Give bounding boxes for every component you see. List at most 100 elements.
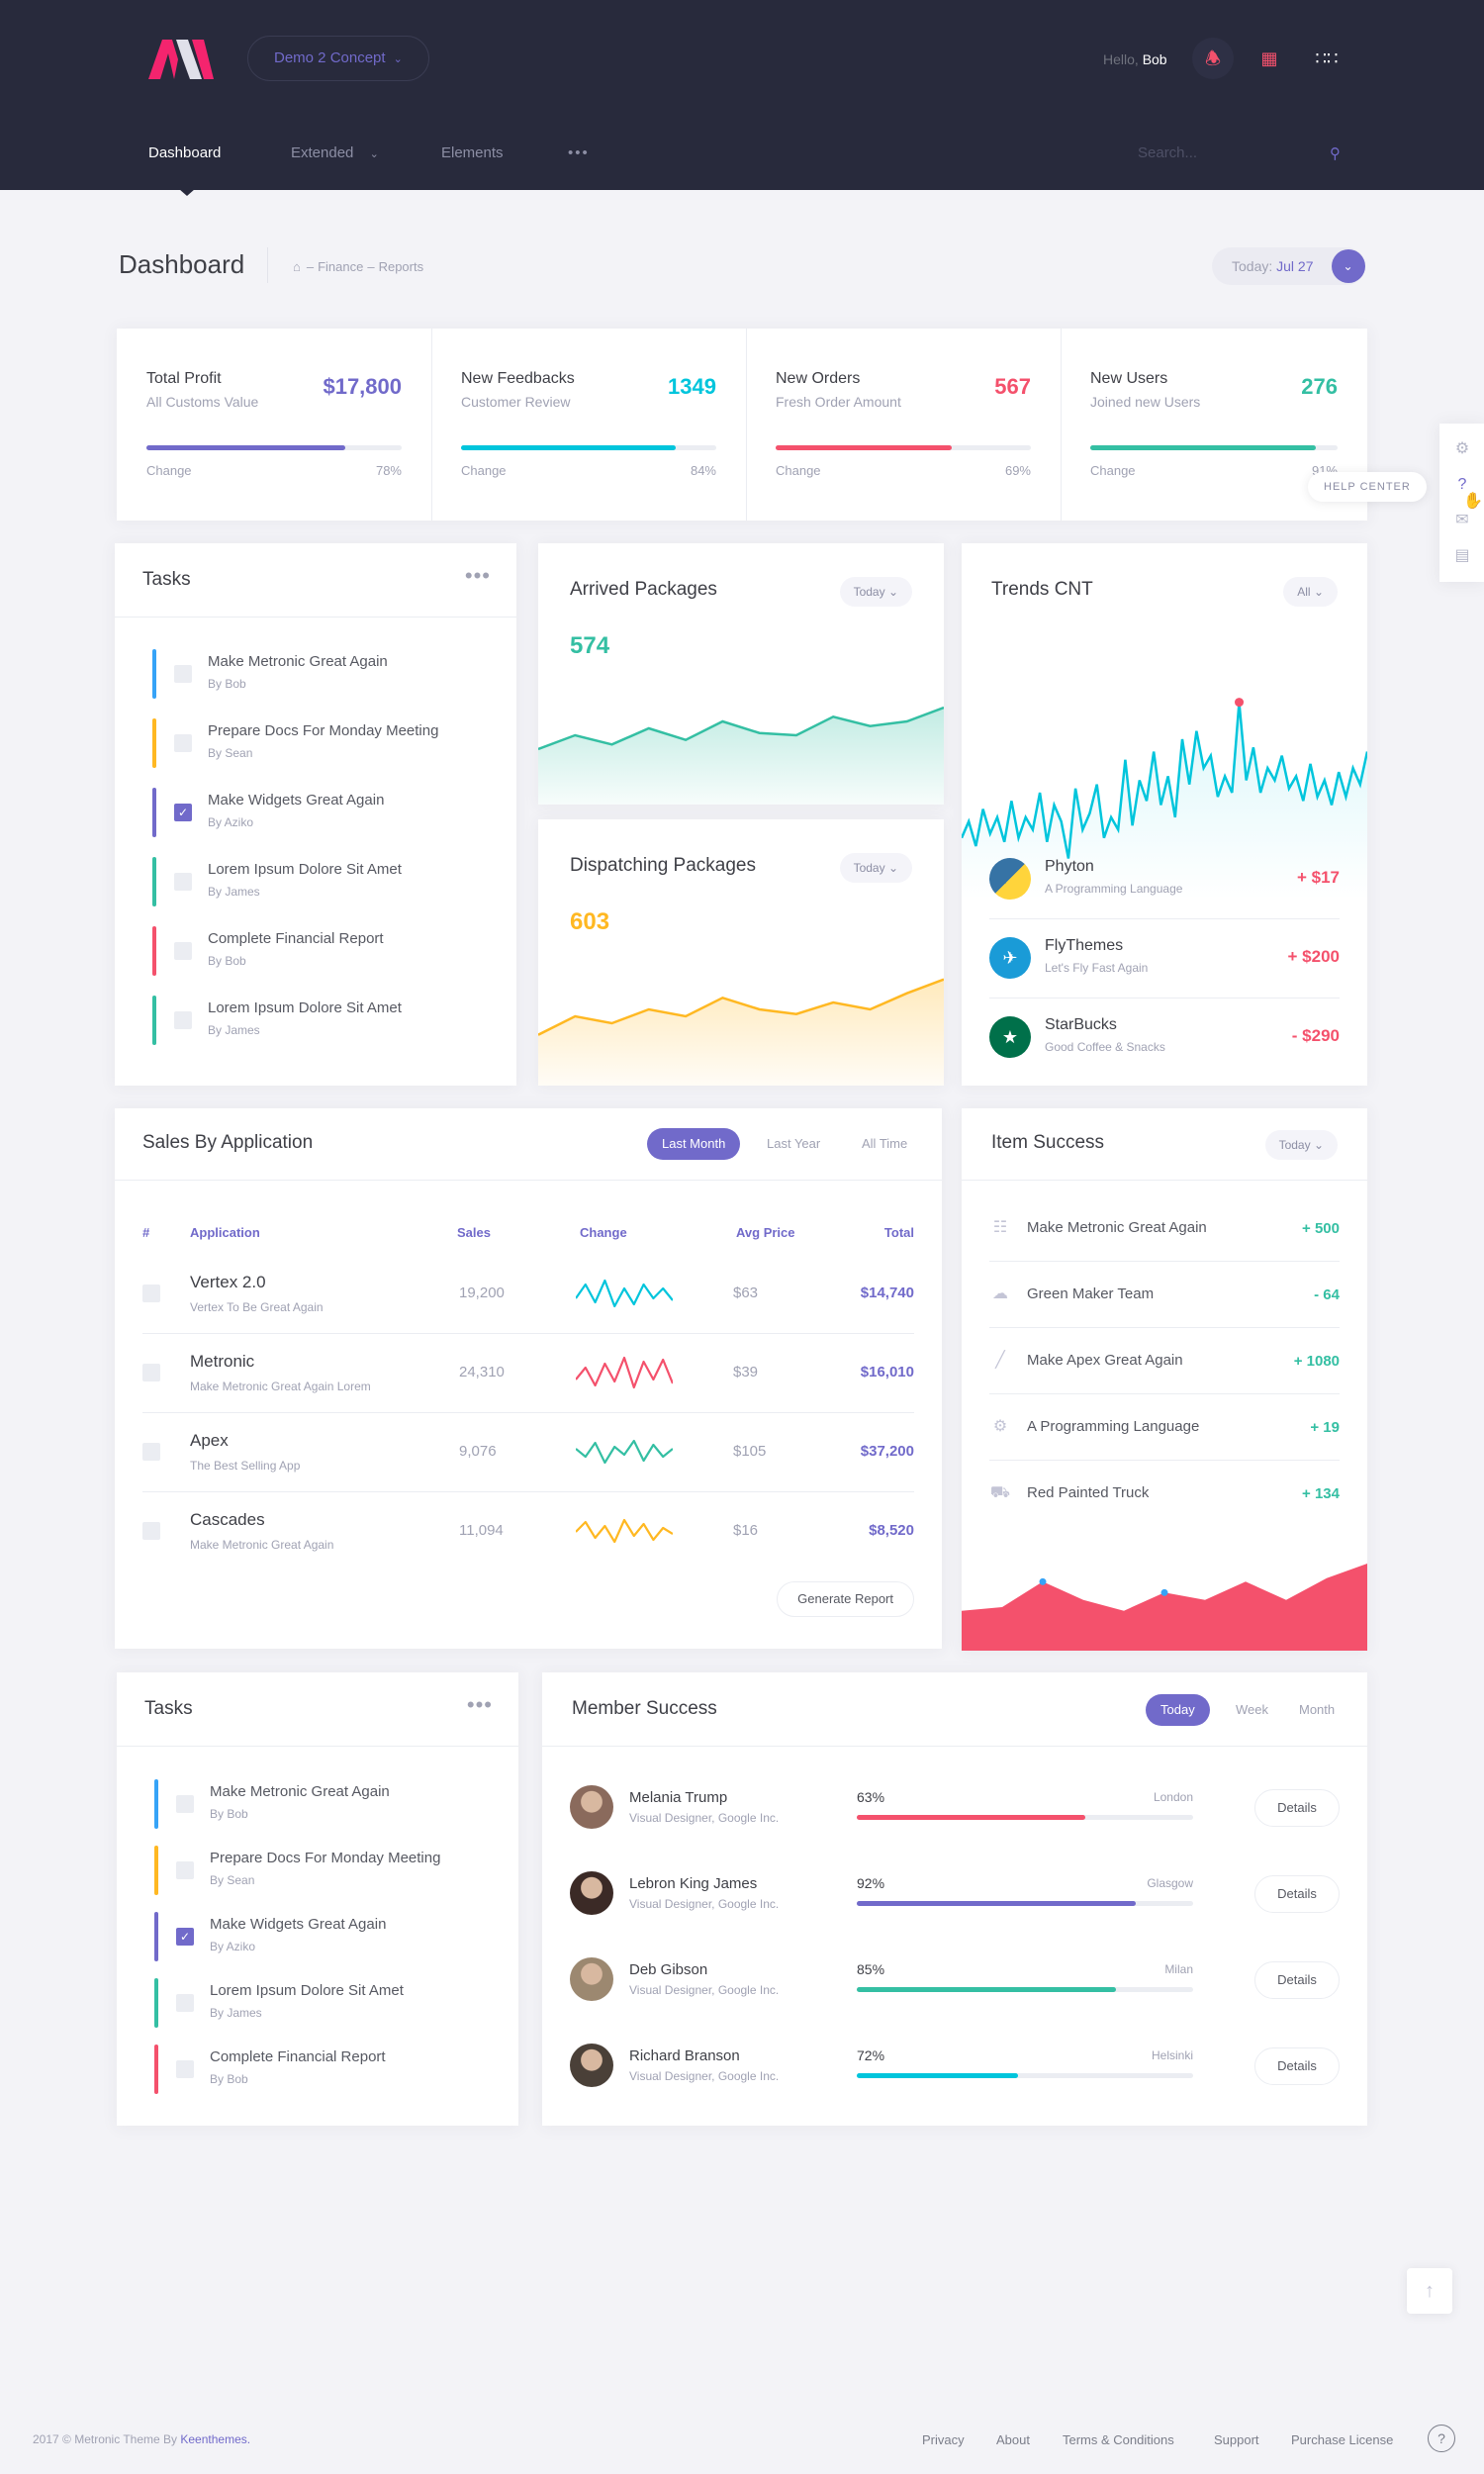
col-change[interactable]: Change xyxy=(580,1225,627,1240)
tab-week[interactable]: Week xyxy=(1236,1702,1268,1717)
list-item[interactable]: ⚙ A Programming Language + 19 xyxy=(989,1394,1340,1461)
task-checkbox[interactable]: ✓ xyxy=(174,804,192,821)
footer-link-privacy[interactable]: Privacy xyxy=(922,2432,965,2447)
task-checkbox[interactable] xyxy=(174,665,192,683)
brand-link[interactable]: Keenthemes. xyxy=(180,2432,251,2446)
metronic-logo[interactable] xyxy=(148,40,214,79)
breadcrumb-reports[interactable]: Reports xyxy=(378,259,424,274)
row-checkbox[interactable] xyxy=(142,1364,160,1381)
trend-item[interactable]: Phyton A Programming Language + $17 xyxy=(989,840,1340,919)
tab-month[interactable]: Month xyxy=(1299,1702,1336,1717)
task-item[interactable]: Prepare Docs For Monday Meeting By Sean xyxy=(154,1846,481,1895)
table-row[interactable]: Cascades Make Metronic Great Again 11,094 $… xyxy=(142,1492,914,1571)
task-item[interactable]: ✓ Make Widgets Great Again By Aziko xyxy=(152,788,479,837)
generate-report-button[interactable]: Generate Report xyxy=(777,1581,914,1617)
apps-grid-icon[interactable]: ∷∷ xyxy=(1315,48,1339,68)
task-checkbox[interactable] xyxy=(176,2060,194,2078)
chevron-down-icon: ⌄ xyxy=(887,585,898,599)
task-checkbox[interactable] xyxy=(176,1861,194,1879)
breadcrumb-finance[interactable]: Finance xyxy=(318,259,364,274)
footer-link-terms[interactable]: Terms & Conditions xyxy=(1063,2432,1174,2447)
member-city: London xyxy=(1153,1790,1193,1804)
task-checkbox[interactable] xyxy=(174,942,192,960)
help-icon[interactable]: ? xyxy=(1428,2425,1455,2452)
nav-extended[interactable]: Extended ⌄ xyxy=(291,144,379,161)
filter-dropdown[interactable]: Today ⌄ xyxy=(839,577,912,607)
list-item[interactable]: ⛟ Red Painted Truck + 134 xyxy=(989,1461,1340,1527)
more-options-icon[interactable]: ••• xyxy=(466,1692,493,1717)
details-button[interactable]: Details xyxy=(1254,1961,1340,1999)
details-button[interactable]: Details xyxy=(1254,2047,1340,2085)
task-checkbox[interactable] xyxy=(176,1795,194,1813)
search-placeholder: Search... xyxy=(1138,144,1198,161)
chevron-down-icon[interactable]: ⌄ xyxy=(1331,249,1365,283)
filter-dropdown[interactable]: All ⌄ xyxy=(1283,577,1338,607)
calendar-icon[interactable]: ▦ xyxy=(1260,48,1278,68)
col-total[interactable]: Total xyxy=(883,1225,914,1240)
bell-icon[interactable]: 🕭 xyxy=(1192,38,1234,79)
nav-elements[interactable]: Elements xyxy=(441,144,504,161)
stat-title: New Orders xyxy=(776,370,861,387)
tab-last-month[interactable]: Last Month xyxy=(647,1128,741,1160)
filter-dropdown[interactable]: Today ⌄ xyxy=(1264,1130,1338,1160)
task-item[interactable]: ✓ Make Widgets Great Again By Aziko xyxy=(154,1912,481,1961)
user-greeting[interactable]: Hello, Bob xyxy=(1103,51,1167,67)
col-sales[interactable]: Sales xyxy=(457,1225,491,1240)
filter-label: Today xyxy=(853,585,885,599)
task-item[interactable]: Make Metronic Great Again By Bob xyxy=(154,1779,481,1829)
list-item[interactable]: ☷ Make Metronic Great Again + 500 xyxy=(989,1195,1340,1262)
app-name: Metronic xyxy=(190,1352,255,1371)
details-button[interactable]: Details xyxy=(1254,1789,1340,1827)
nav-dashboard[interactable]: Dashboard xyxy=(148,144,222,161)
avatar[interactable] xyxy=(570,1871,613,1915)
footer-link-support[interactable]: Support xyxy=(1214,2432,1259,2447)
search-icon[interactable]: ⚲ xyxy=(1330,145,1341,162)
col-application[interactable]: Application xyxy=(190,1225,260,1240)
table-row[interactable]: Apex The Best Selling App 9,076 $105 $37,200 xyxy=(142,1413,914,1492)
gear-icon[interactable]: ⚙ xyxy=(1454,440,1470,457)
tab-last-year[interactable]: Last Year xyxy=(767,1136,821,1151)
table-row[interactable]: Metronic Make Metronic Great Again Lorem 2… xyxy=(142,1334,914,1413)
more-options-icon[interactable]: ••• xyxy=(464,563,491,588)
trend-item[interactable]: ✈ FlyThemes Let's Fly Fast Again + $200 xyxy=(989,919,1340,999)
col-avg-price[interactable]: Avg Price xyxy=(736,1225,795,1240)
task-checkbox[interactable] xyxy=(176,1994,194,2012)
task-item[interactable]: Lorem Ipsum Dolore Sit Amet By James xyxy=(152,996,479,1045)
task-item[interactable]: Prepare Docs For Monday Meeting By Sean xyxy=(152,718,479,768)
details-button[interactable]: Details xyxy=(1254,1875,1340,1913)
task-checkbox[interactable]: ✓ xyxy=(176,1928,194,1946)
filter-dropdown[interactable]: Today ⌄ xyxy=(839,853,912,883)
trend-item[interactable]: ★ StarBucks Good Coffee & Snacks - $290 xyxy=(989,999,1340,1078)
task-checkbox[interactable] xyxy=(174,734,192,752)
task-item[interactable]: Complete Financial Report By Bob xyxy=(152,926,479,976)
tab-all-time[interactable]: All Time xyxy=(862,1136,908,1151)
task-checkbox[interactable] xyxy=(174,1011,192,1029)
avatar[interactable] xyxy=(570,2044,613,2087)
help-icon[interactable]: ? xyxy=(1457,476,1467,493)
home-icon[interactable]: ⌂ xyxy=(293,259,301,274)
footer-link-purchase[interactable]: Purchase License xyxy=(1291,2432,1394,2447)
row-checkbox[interactable] xyxy=(142,1285,160,1302)
task-checkbox[interactable] xyxy=(174,873,192,891)
demo-selector[interactable]: Demo 2 Concept ⌄ xyxy=(247,36,429,81)
row-checkbox[interactable] xyxy=(142,1522,160,1540)
task-item[interactable]: Make Metronic Great Again By Bob xyxy=(152,649,479,699)
row-checkbox[interactable] xyxy=(142,1443,160,1461)
task-item[interactable]: Lorem Ipsum Dolore Sit Amet By James xyxy=(152,857,479,906)
avatar[interactable] xyxy=(570,1957,613,2001)
scroll-top-button[interactable]: ↑ xyxy=(1407,2268,1452,2314)
task-item[interactable]: Lorem Ipsum Dolore Sit Amet By James xyxy=(154,1978,481,2028)
avatar[interactable] xyxy=(570,1785,613,1829)
date-picker[interactable]: Today: Jul 27 ⌄ xyxy=(1212,247,1365,285)
tab-today[interactable]: Today xyxy=(1146,1694,1210,1726)
task-item[interactable]: Complete Financial Report By Bob xyxy=(154,2045,481,2094)
more-nav-icon[interactable]: ••• xyxy=(568,144,590,161)
list-item[interactable]: ╱ Make Apex Great Again + 1080 xyxy=(989,1328,1340,1394)
docs-icon[interactable]: ▤ xyxy=(1454,547,1470,564)
search-input[interactable]: Search... ⚲ xyxy=(1138,144,1341,162)
table-row[interactable]: Vertex 2.0 Vertex To Be Great Again 19,200… xyxy=(142,1255,914,1334)
trend-name: Phyton xyxy=(1045,858,1094,875)
chat-icon[interactable]: ✉ xyxy=(1455,512,1469,528)
list-item[interactable]: ☁ Green Maker Team - 64 xyxy=(989,1262,1340,1328)
footer-link-about[interactable]: About xyxy=(996,2432,1030,2447)
